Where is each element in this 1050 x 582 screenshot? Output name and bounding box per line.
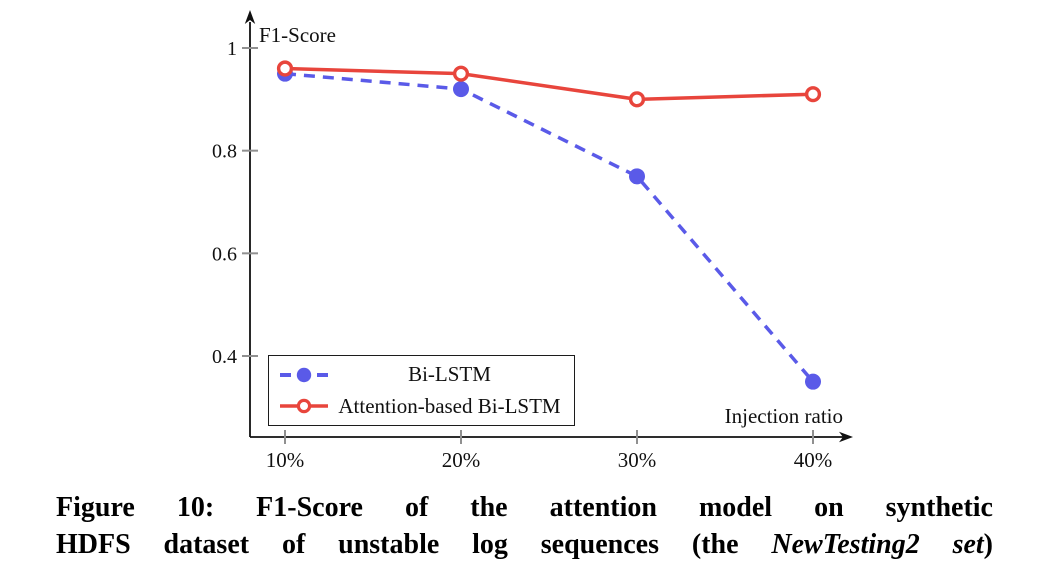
y-tick-label: 0.4: [212, 346, 237, 368]
x-tick-label: 30%: [618, 448, 657, 472]
y-tick-label: 0.8: [212, 141, 237, 163]
y-axis-arrow: [244, 10, 256, 24]
caption-text-1: Figure 10: F1-Score of the attention mod…: [56, 492, 993, 523]
legend-label-bi-lstm: Bi-LSTM: [408, 362, 491, 387]
y-tick-label: 1: [227, 38, 237, 60]
data-point-marker: [805, 373, 821, 390]
legend-row-attention-bi-lstm: Attention-based Bi-LSTM: [277, 391, 568, 421]
series-line: [284, 66, 814, 102]
legend-marker-attention-bi-lstm-icon: [280, 399, 328, 414]
y-axis-title: F1-Score: [259, 23, 336, 47]
data-point-marker: [452, 65, 470, 82]
x-tick-label: 40%: [794, 448, 833, 472]
data-point-marker: [629, 168, 645, 185]
data-point-marker: [804, 86, 822, 103]
legend-label-attention-bi-lstm: Attention-based Bi-LSTM: [338, 393, 561, 418]
ticks-layer: 1 0.8 0.6 0.4 10% 20% 30% 40%: [212, 38, 832, 472]
x-tick-label: 10%: [266, 448, 305, 472]
caption-line-1: Figure 10: F1-Score of the attention mod…: [56, 489, 993, 526]
f1-score-line-chart: 1 0.8 0.6 0.4 10% 20% 30% 40% F1-Score Injectio…: [212, 10, 853, 472]
x-tick-label: 20%: [442, 448, 481, 472]
legend-marker-bi-lstm-icon: [280, 367, 328, 382]
figure-caption: Figure 10: F1-Score of the attention mod…: [56, 489, 993, 563]
x-axis-title: Injection ratio: [725, 404, 843, 428]
caption-line-2: HDFS dataset of unstable log sequences (…: [56, 526, 993, 563]
caption-text-2: HDFS dataset of unstable log sequences (…: [56, 529, 772, 560]
data-point-marker: [453, 81, 469, 98]
series-layer: [276, 60, 822, 390]
caption-text-3: ): [983, 529, 993, 560]
x-axis-arrow: [839, 431, 853, 443]
legend-box: Bi-LSTM Attention-based Bi-LSTM: [268, 355, 575, 426]
caption-emphasis: NewTesting2 set: [771, 529, 984, 560]
series-line: [284, 71, 815, 383]
legend-row-bi-lstm: Bi-LSTM: [277, 360, 568, 390]
data-point-marker: [276, 60, 294, 77]
y-tick-label: 0.6: [212, 243, 237, 265]
data-point-marker: [628, 91, 646, 108]
